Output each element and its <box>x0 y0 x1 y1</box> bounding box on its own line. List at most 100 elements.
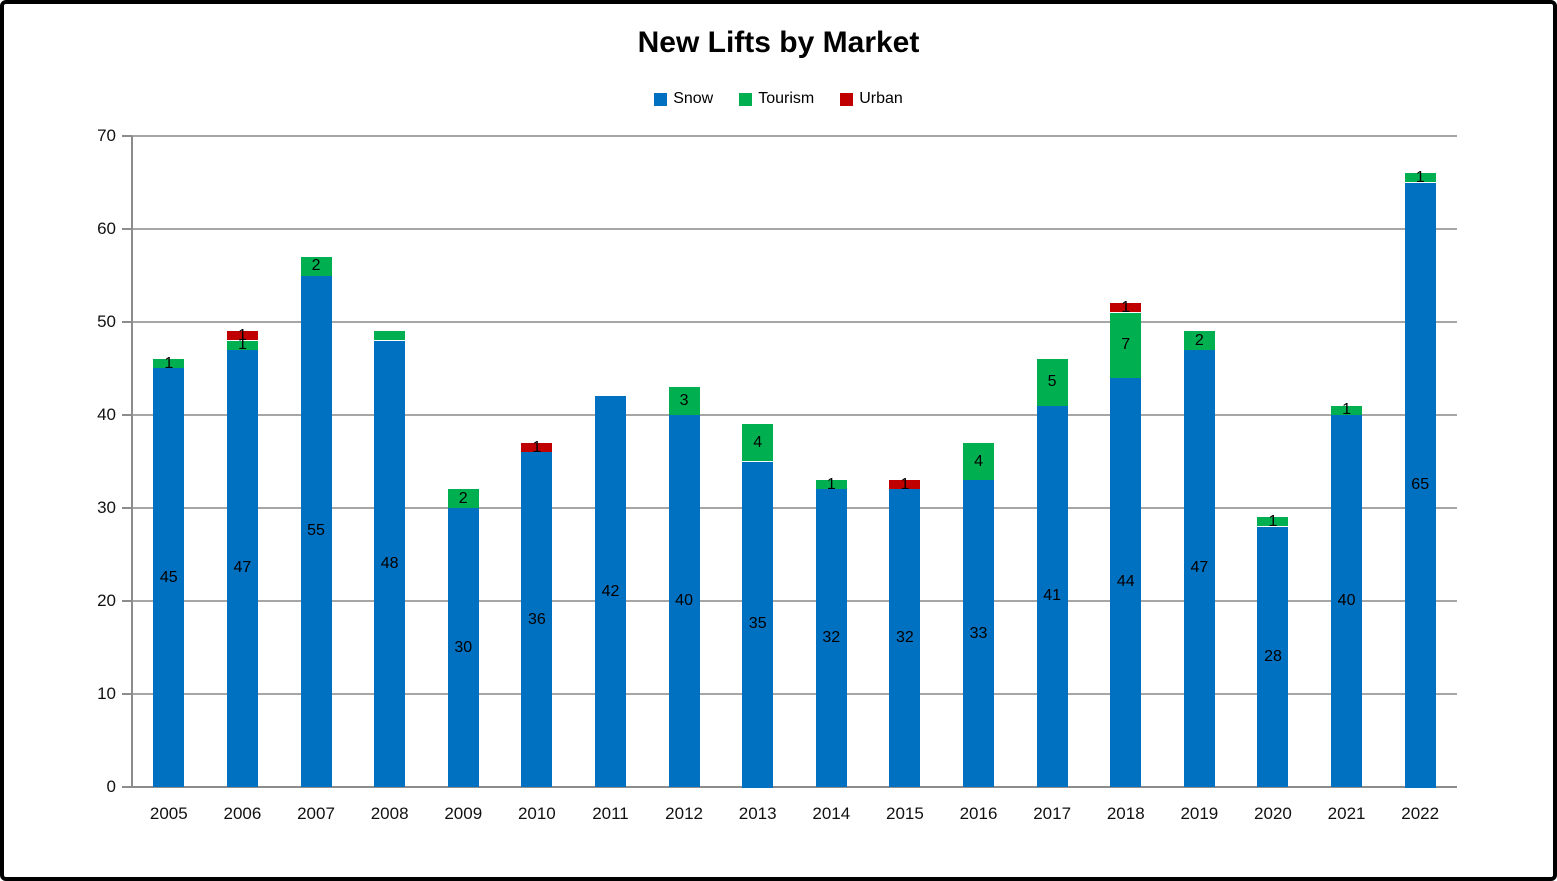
chart-legend: Snow Tourism Urban <box>4 90 1553 108</box>
data-label-tourism-2022: 1 <box>1415 168 1425 186</box>
bar-segment-tourism-2013 <box>742 424 773 461</box>
bar-segment-urban-2018 <box>1110 303 1141 312</box>
y-tick-mark-10 <box>122 693 132 695</box>
bar-segment-tourism-2009 <box>448 489 479 508</box>
bar-segment-tourism-2021 <box>1331 406 1362 415</box>
data-label-snow-2005: 45 <box>159 568 178 586</box>
data-label-snow-2007: 55 <box>307 522 325 540</box>
bar-segment-snow-2011 <box>595 396 626 787</box>
data-label-snow-2015: 32 <box>896 629 914 647</box>
data-label-snow-2009: 30 <box>454 638 473 656</box>
y-tick-mark-40 <box>122 414 132 416</box>
bar-segment-snow-2007 <box>301 275 332 787</box>
bar-segment-tourism-2008 <box>374 331 405 340</box>
bar-segment-urban-2006 <box>227 331 258 340</box>
data-label-snow-2010: 36 <box>527 610 546 628</box>
grid-line-y10 <box>132 693 1457 695</box>
legend-label: Urban <box>859 90 903 107</box>
bar-segment-tourism-2019 <box>1184 331 1215 350</box>
data-label-snow-2006: 47 <box>233 559 252 577</box>
grid-line-y60 <box>132 228 1457 230</box>
legend-label: Tourism <box>758 90 815 107</box>
y-tick-label-40: 40 <box>97 405 116 424</box>
x-axis-label-2010: 2010 <box>517 804 556 823</box>
x-axis-label-2005: 2005 <box>149 804 188 823</box>
legend-item-snow: Snow <box>654 90 713 108</box>
data-label-tourism-2020: 1 <box>1268 512 1278 530</box>
y-tick-mark-0 <box>122 786 132 788</box>
bar-segment-snow-2005 <box>153 368 184 787</box>
legend-label: Snow <box>673 90 714 107</box>
bar-segment-snow-2008 <box>374 341 405 787</box>
bar-segment-snow-2010 <box>521 452 552 787</box>
x-axis-label-2008: 2008 <box>370 804 409 823</box>
bar-segment-tourism-2012 <box>669 387 700 415</box>
grid-line-y20 <box>132 600 1457 602</box>
bar-segment-tourism-2007 <box>301 257 332 276</box>
grid-line-y70 <box>132 135 1457 137</box>
data-label-tourism-2014: 1 <box>826 475 836 493</box>
data-label-snow-2020: 28 <box>1264 647 1282 665</box>
x-axis-label-2007: 2007 <box>297 804 335 823</box>
x-axis-label-2013: 2013 <box>738 804 777 823</box>
data-label-snow-2016: 33 <box>969 624 988 642</box>
data-label-tourism-2007: 2 <box>311 257 321 275</box>
bar-segment-tourism-2017 <box>1037 359 1068 406</box>
legend-swatch-snow <box>654 92 668 106</box>
x-axis-label-2021: 2021 <box>1327 804 1366 823</box>
legend-item-tourism: Tourism <box>739 90 814 108</box>
x-axis-line <box>132 786 1457 788</box>
x-axis-label-2015: 2015 <box>885 804 924 823</box>
y-tick-label-0: 0 <box>106 777 116 796</box>
y-tick-label-50: 50 <box>97 312 116 331</box>
x-axis-label-2009: 2009 <box>444 804 483 823</box>
x-axis-label-2022: 2022 <box>1401 804 1440 823</box>
y-tick-label-30: 30 <box>97 498 116 517</box>
data-label-snow-2018: 44 <box>1116 573 1135 591</box>
data-label-urban-2015: 1 <box>900 475 910 493</box>
data-label-tourism-2013: 4 <box>753 433 763 451</box>
bar-segment-snow-2016 <box>963 480 994 787</box>
data-label-urban-2006: 1 <box>237 326 247 344</box>
bar-segment-tourism-2014 <box>816 480 847 489</box>
x-axis-label-2017: 2017 <box>1033 804 1072 823</box>
data-label-tourism-2016: 4 <box>974 452 983 470</box>
data-label-snow-2019: 47 <box>1190 559 1209 577</box>
bar-segment-snow-2014 <box>816 489 847 787</box>
y-tick-mark-30 <box>122 507 132 509</box>
data-label-snow-2012: 40 <box>675 592 693 609</box>
bar-segment-snow-2015 <box>889 489 920 787</box>
bar-segment-snow-2018 <box>1110 378 1141 787</box>
y-tick-label-60: 60 <box>97 219 116 238</box>
x-axis-label-2018: 2018 <box>1106 804 1145 823</box>
x-axis-label-2019: 2019 <box>1180 804 1219 823</box>
data-label-snow-2021: 40 <box>1337 592 1356 609</box>
bar-segment-snow-2019 <box>1184 350 1215 787</box>
bar-segment-snow-2006 <box>227 350 258 787</box>
bar-segment-tourism-2016 <box>963 443 994 480</box>
x-axis-label-2014: 2014 <box>812 804 851 823</box>
y-tick-mark-50 <box>122 321 132 323</box>
bar-segment-snow-2013 <box>742 462 773 788</box>
bar-segment-tourism-2022 <box>1405 173 1436 182</box>
data-label-snow-2013: 35 <box>748 615 767 633</box>
data-label-tourism-2006: 1 <box>237 336 247 354</box>
y-axis-line <box>131 136 133 787</box>
data-label-snow-2008: 48 <box>380 554 399 572</box>
grid-line-y30 <box>132 507 1457 509</box>
legend-swatch-urban <box>840 92 854 106</box>
y-tick-label-70: 70 <box>97 126 116 145</box>
y-tick-mark-60 <box>122 228 132 230</box>
bar-segment-snow-2021 <box>1331 415 1362 787</box>
data-label-tourism-2012: 3 <box>679 392 689 410</box>
bar-segment-urban-2015 <box>889 480 920 489</box>
data-label-tourism-2018: 7 <box>1121 336 1131 354</box>
data-label-tourism-2017: 5 <box>1047 373 1057 391</box>
data-label-snow-2017: 41 <box>1043 587 1062 605</box>
x-axis-label-2012: 2012 <box>665 804 703 823</box>
data-label-tourism-2009: 2 <box>458 489 468 507</box>
x-axis-label-2011: 2011 <box>592 804 629 823</box>
y-tick-mark-70 <box>122 135 132 137</box>
y-tick-label-20: 20 <box>97 591 116 610</box>
